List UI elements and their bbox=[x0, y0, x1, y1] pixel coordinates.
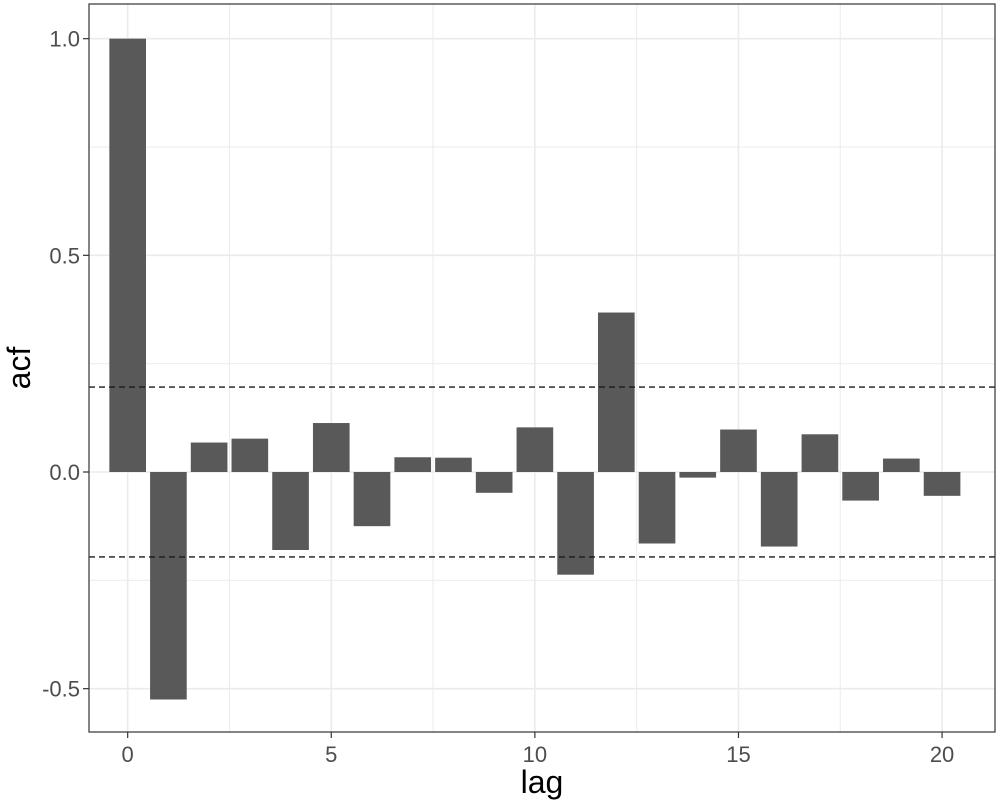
y-tick-label: -0.5 bbox=[42, 677, 80, 702]
bar-lag-15 bbox=[720, 429, 757, 472]
bar-lag-10 bbox=[516, 427, 554, 472]
bar-lag-5 bbox=[312, 423, 350, 472]
bar-lag-1 bbox=[150, 472, 187, 700]
bar-lag-0 bbox=[109, 38, 147, 473]
bar-lag-4 bbox=[272, 472, 309, 550]
bar-lag-9 bbox=[475, 472, 513, 493]
bar-lag-18 bbox=[842, 472, 879, 501]
major-grid bbox=[89, 4, 995, 732]
x-axis-title: lag bbox=[521, 764, 564, 800]
x-tick-label: 15 bbox=[726, 742, 750, 767]
confidence-bounds bbox=[89, 386, 995, 558]
bar-lag-11 bbox=[557, 472, 594, 575]
panel-border bbox=[88, 3, 996, 733]
x-tick-label: 10 bbox=[523, 742, 547, 767]
y-axis-ticks: -0.5 0.0 0.5 1.0 bbox=[42, 27, 89, 702]
bar-lag-6 bbox=[353, 472, 391, 527]
bar-lag-16 bbox=[760, 472, 798, 547]
bar-lag-7 bbox=[394, 457, 432, 472]
y-tick-label: 1.0 bbox=[49, 27, 80, 52]
x-tick-label: 5 bbox=[325, 742, 337, 767]
bar-lag-3 bbox=[231, 438, 269, 472]
x-tick-label: 0 bbox=[122, 742, 134, 767]
bar-lag-13 bbox=[638, 472, 676, 544]
x-tick-label: 20 bbox=[930, 742, 954, 767]
bars bbox=[109, 38, 961, 700]
bar-lag-19 bbox=[883, 458, 920, 472]
minor-grid bbox=[89, 4, 995, 732]
y-axis-title: acf bbox=[1, 347, 37, 390]
x-axis-ticks: 0 5 10 15 20 bbox=[122, 732, 954, 767]
y-tick-label: 0.0 bbox=[49, 460, 80, 485]
bar-lag-8 bbox=[435, 457, 472, 472]
bar-lag-12 bbox=[597, 312, 635, 472]
bar-lag-2 bbox=[190, 442, 228, 472]
bar-lag-17 bbox=[801, 434, 839, 472]
y-tick-label: 0.5 bbox=[49, 243, 80, 268]
bar-lag-14 bbox=[679, 472, 717, 478]
bar-lag-20 bbox=[923, 472, 961, 496]
